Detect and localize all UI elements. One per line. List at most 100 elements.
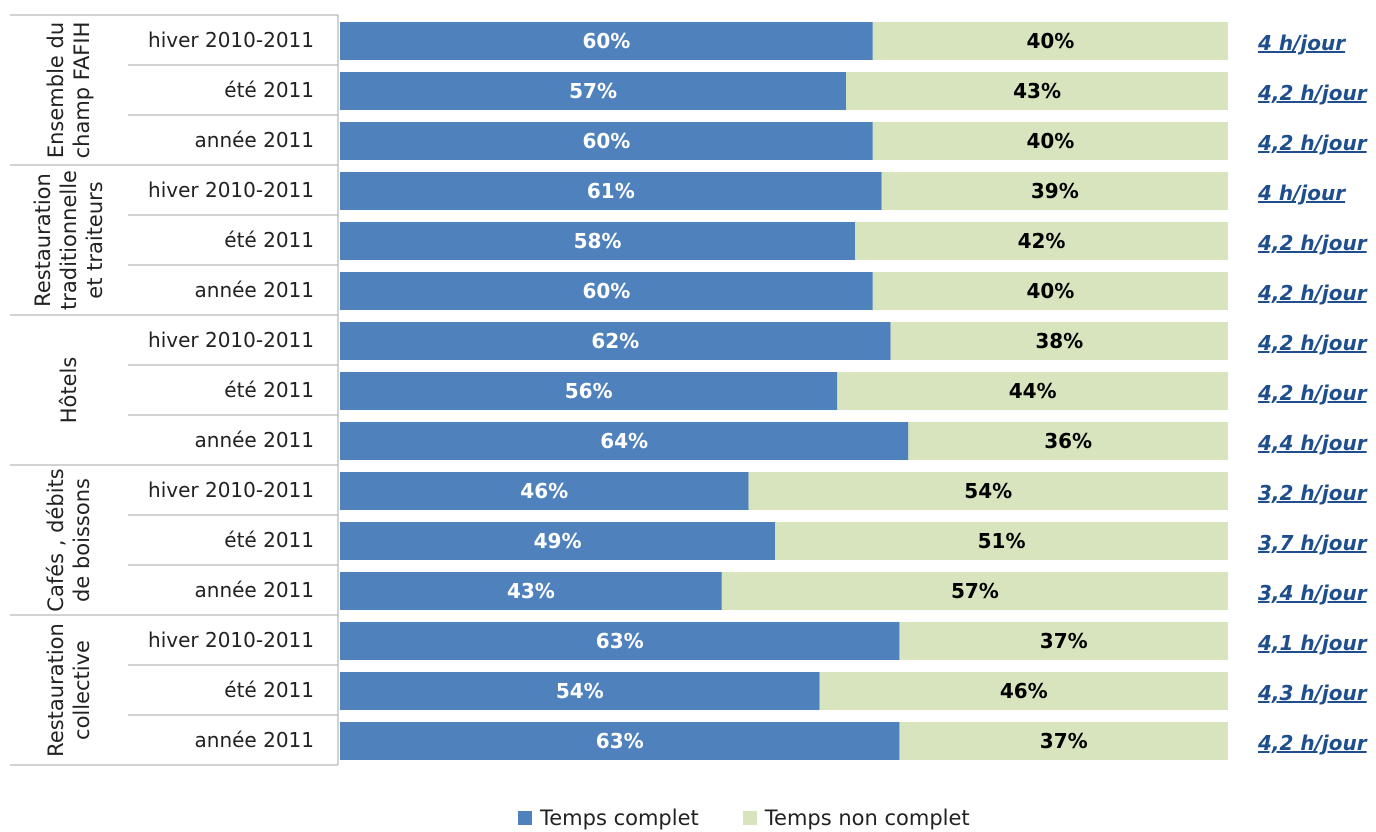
period-label: été 2011 xyxy=(224,678,314,702)
value-label-part: 46% xyxy=(1000,679,1048,703)
avg-hours-label: 4 h/jour xyxy=(1257,181,1346,205)
value-label-full: 63% xyxy=(596,729,644,753)
period-label: hiver 2010-2011 xyxy=(148,628,314,652)
period-label: été 2011 xyxy=(224,78,314,102)
avg-hours-label: 4,4 h/jour xyxy=(1257,431,1368,455)
value-label-part: 38% xyxy=(1035,329,1083,353)
value-label-part: 40% xyxy=(1026,29,1074,53)
bar-full xyxy=(340,22,873,60)
value-label-full: 43% xyxy=(507,579,555,603)
period-label: été 2011 xyxy=(224,528,314,552)
bar-part xyxy=(855,222,1228,260)
bar-part xyxy=(881,172,1228,210)
period-label: hiver 2010-2011 xyxy=(148,28,314,52)
value-label-part: 39% xyxy=(1031,179,1079,203)
stacked-bar-chart: Ensemble duchamp FAFIH hiver 2010-2011 60%… xyxy=(10,14,1368,766)
bar-part xyxy=(775,522,1228,560)
value-label-part: 43% xyxy=(1013,79,1061,103)
legend: Temps complet Temps non complet xyxy=(518,806,970,830)
bar-full xyxy=(340,622,900,660)
period-label: hiver 2010-2011 xyxy=(148,178,314,202)
group-label: Hôtels xyxy=(57,357,81,424)
avg-hours-label: 4,2 h/jour xyxy=(1257,81,1368,105)
period-label: année 2011 xyxy=(195,428,314,452)
period-label: été 2011 xyxy=(224,228,314,252)
value-label-full: 54% xyxy=(556,679,604,703)
value-label-full: 64% xyxy=(600,429,648,453)
group-label: Cafés , débitsde boissons xyxy=(44,468,94,611)
bar-full xyxy=(340,122,873,160)
value-label-part: 40% xyxy=(1026,279,1074,303)
bar-full xyxy=(340,372,838,410)
bar-full xyxy=(340,172,882,210)
bar-part xyxy=(721,572,1228,610)
period-label: année 2011 xyxy=(195,578,314,602)
bar-full xyxy=(340,522,776,560)
bar-part xyxy=(819,672,1228,710)
group-label: Restaurationtraditionnelleet traiteurs xyxy=(31,170,107,310)
value-label-part: 54% xyxy=(964,479,1012,503)
bar-part xyxy=(872,272,1228,310)
bar-part xyxy=(872,22,1228,60)
period-label: été 2011 xyxy=(224,378,314,402)
period-label: hiver 2010-2011 xyxy=(148,328,314,352)
value-label-full: 61% xyxy=(587,179,635,203)
bar-full xyxy=(340,472,749,510)
period-label: année 2011 xyxy=(195,278,314,302)
bar-full xyxy=(340,272,873,310)
bar-part xyxy=(899,722,1228,760)
avg-hours-label: 3,7 h/jour xyxy=(1258,531,1368,555)
avg-hours-label: 3,4 h/jour xyxy=(1258,581,1368,605)
avg-hours-label: 4,2 h/jour xyxy=(1257,131,1368,155)
legend-item-full: Temps complet xyxy=(518,806,699,830)
value-label-full: 60% xyxy=(582,129,630,153)
avg-hours-label: 4,2 h/jour xyxy=(1257,381,1368,405)
bar-full xyxy=(340,72,847,110)
avg-hours-label: 3,2 h/jour xyxy=(1258,481,1368,505)
avg-hours-label: 4,2 h/jour xyxy=(1257,331,1368,355)
value-label-full: 58% xyxy=(574,229,622,253)
group-label: Restaurationcollective xyxy=(44,623,94,757)
legend-swatch-part xyxy=(742,811,757,825)
bar-part xyxy=(899,622,1228,660)
value-label-part: 40% xyxy=(1026,129,1074,153)
value-label-part: 36% xyxy=(1044,429,1092,453)
value-label-full: 63% xyxy=(596,629,644,653)
legend-swatch-full xyxy=(518,811,532,825)
value-label-full: 49% xyxy=(534,529,582,553)
avg-hours-label: 4,2 h/jour xyxy=(1257,281,1368,305)
bar-part xyxy=(837,372,1228,410)
bar-part xyxy=(890,322,1228,360)
group-label: Ensemble duchamp FAFIH xyxy=(44,22,94,159)
bar-full xyxy=(340,672,820,710)
bar-full xyxy=(340,322,891,360)
value-label-full: 62% xyxy=(591,329,639,353)
bar-part xyxy=(908,422,1228,460)
avg-hours-label: 4 h/jour xyxy=(1257,31,1346,55)
period-label: année 2011 xyxy=(195,728,314,752)
bar-part xyxy=(872,122,1228,160)
value-label-part: 37% xyxy=(1040,729,1088,753)
bar-part xyxy=(846,72,1228,110)
value-label-part: 51% xyxy=(978,529,1026,553)
period-label: année 2011 xyxy=(195,128,314,152)
value-label-part: 42% xyxy=(1018,229,1066,253)
legend-label-part: Temps non complet xyxy=(764,806,970,830)
avg-hours-label: 4,3 h/jour xyxy=(1257,681,1368,705)
value-label-part: 37% xyxy=(1040,629,1088,653)
bar-full xyxy=(340,572,722,610)
legend-label-full: Temps complet xyxy=(540,806,699,830)
avg-hours-label: 4,2 h/jour xyxy=(1257,731,1368,755)
bar-full xyxy=(340,722,900,760)
avg-hours-label: 4,1 h/jour xyxy=(1257,631,1368,655)
value-label-full: 56% xyxy=(565,379,613,403)
value-label-full: 46% xyxy=(520,479,568,503)
avg-hours-label: 4,2 h/jour xyxy=(1257,231,1368,255)
value-label-part: 44% xyxy=(1009,379,1057,403)
value-label-full: 60% xyxy=(582,279,630,303)
legend-item-part: Temps non complet xyxy=(742,806,970,830)
bar-full xyxy=(340,422,909,460)
value-label-full: 60% xyxy=(582,29,630,53)
value-label-full: 57% xyxy=(569,79,617,103)
value-label-part: 57% xyxy=(951,579,999,603)
